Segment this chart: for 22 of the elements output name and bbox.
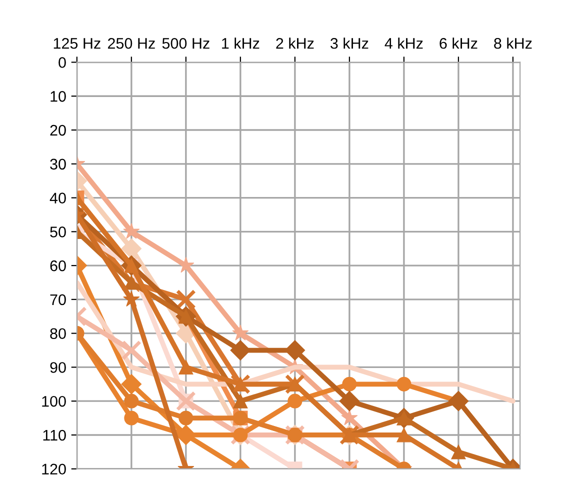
- y-tick-label: 60: [50, 260, 66, 272]
- y-tick-label: 120: [42, 464, 66, 475]
- x-tick-label: 125 Hz: [54, 38, 100, 49]
- y-tick-label: 40: [50, 192, 66, 204]
- x-tick-label: 8 kHz: [494, 38, 532, 49]
- x-tick-label: 3 kHz: [330, 38, 368, 49]
- x-tick-label: 1 kHz: [222, 38, 260, 49]
- y-tick-label: 110: [43, 430, 66, 441]
- x-tick-label: 4 kHz: [384, 38, 423, 49]
- y-tick-label: 30: [50, 158, 66, 170]
- y-tick-label: 50: [50, 226, 66, 238]
- x-tick-label: 500 Hz: [162, 38, 210, 49]
- y-tick-label: 0: [58, 57, 66, 68]
- x-tick-label: 6 kHz: [440, 38, 478, 49]
- x-tick-label: 2 kHz: [276, 38, 314, 49]
- y-tick-label: 20: [50, 124, 66, 136]
- y-tick-label: 80: [50, 328, 66, 340]
- y-tick-label: 100: [42, 396, 66, 407]
- y-tick-label: 70: [50, 294, 66, 306]
- x-tick-label: 250 Hz: [108, 38, 155, 49]
- y-tick-label: 90: [50, 362, 66, 373]
- y-tick-label: 10: [50, 91, 66, 102]
